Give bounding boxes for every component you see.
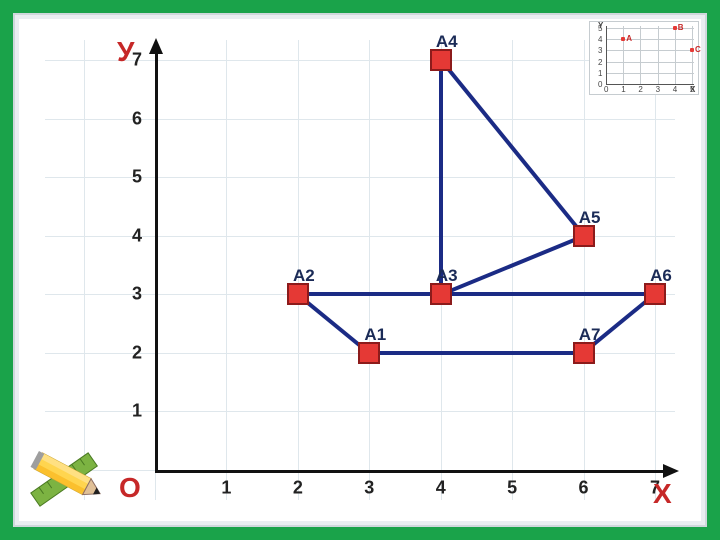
chart-segment — [439, 60, 443, 294]
chart-point-label: А2 — [293, 266, 315, 286]
chart-point-label: А7 — [579, 325, 601, 345]
coordinate-chart: 12345671234567УХОА1А2А3А4А5А6А7 — [45, 40, 675, 500]
y-tick: 1 — [132, 401, 142, 422]
chart-point-label: А5 — [579, 208, 601, 228]
chart-point-label: А3 — [436, 266, 458, 286]
y-tick: 5 — [132, 167, 142, 188]
chart-point — [573, 342, 595, 364]
x-tick: 2 — [293, 478, 303, 499]
chart-point-label: А6 — [650, 266, 672, 286]
chart-point — [430, 49, 452, 71]
x-tick: 1 — [221, 478, 231, 499]
y-tick: 3 — [132, 284, 142, 305]
chart-segment — [369, 351, 583, 355]
y-tick: 6 — [132, 108, 142, 129]
chart-point — [644, 283, 666, 305]
y-axis-label: У — [117, 36, 134, 68]
x-axis-arrow — [663, 464, 679, 478]
pencil-ruler-icon — [7, 415, 127, 535]
chart-point — [573, 225, 595, 247]
chart-point-label: А4 — [436, 32, 458, 52]
chart-point — [287, 283, 309, 305]
chart-segment — [298, 292, 655, 296]
x-tick: 4 — [436, 478, 446, 499]
y-axis — [155, 45, 158, 470]
y-tick: 2 — [132, 342, 142, 363]
chart-point — [358, 342, 380, 364]
x-tick: 6 — [579, 478, 589, 499]
x-axis-label: Х — [653, 478, 672, 510]
x-tick: 5 — [507, 478, 517, 499]
x-tick: 3 — [364, 478, 374, 499]
y-axis-arrow — [149, 38, 163, 54]
chart-panel: 12345671234567УХОА1А2А3А4А5А6А7 01234501… — [13, 13, 707, 527]
frame: 12345671234567УХОА1А2А3А4А5А6А7 01234501… — [0, 0, 720, 540]
mini-chart-inset: 012345012345XYABC — [589, 21, 699, 95]
chart-point-label: А1 — [364, 325, 386, 345]
x-axis — [155, 470, 665, 473]
y-tick: 4 — [132, 225, 142, 246]
chart-point — [430, 283, 452, 305]
